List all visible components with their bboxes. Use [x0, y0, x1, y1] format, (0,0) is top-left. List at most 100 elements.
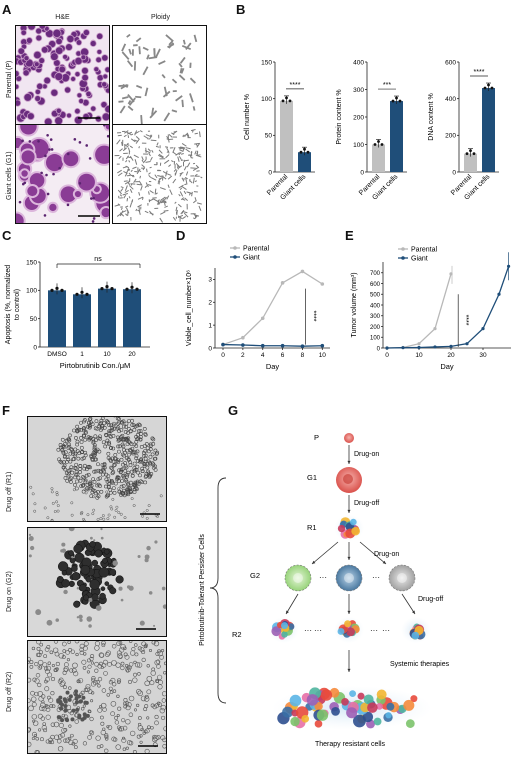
chromosome [186, 162, 191, 168]
bar [48, 290, 66, 347]
cell-nucleus [24, 93, 32, 101]
cell [101, 663, 107, 668]
x-axis-label: Day [266, 362, 280, 371]
cell [142, 426, 147, 431]
cell [63, 662, 69, 668]
cell [97, 707, 103, 713]
cell [47, 695, 51, 700]
cell [117, 678, 122, 683]
cell [100, 586, 106, 592]
cell [75, 652, 79, 657]
cell [120, 421, 124, 425]
cell [113, 515, 117, 519]
cell [87, 425, 92, 430]
chromosome [148, 174, 152, 178]
cell [114, 720, 120, 725]
cell [139, 740, 143, 744]
cell-nucleus [24, 55, 29, 61]
cell [85, 482, 90, 487]
cell-nucleus [105, 67, 109, 73]
cell [82, 704, 86, 708]
cell [121, 447, 126, 452]
small-cell [21, 139, 24, 143]
cell-nucleus [76, 51, 81, 56]
cell-nucleus [94, 67, 99, 72]
row-label-giant: Giant cells (G1) [6, 151, 13, 200]
cell [104, 581, 110, 586]
cell [128, 460, 133, 465]
chromosome [157, 177, 162, 183]
cell [50, 490, 54, 494]
chromosome [163, 112, 171, 122]
series-line-parental [222, 270, 323, 346]
chromosome [182, 161, 185, 167]
series-point-giant [401, 346, 405, 350]
chromosome [198, 205, 202, 211]
chromosome [120, 186, 124, 189]
chromosome [190, 151, 193, 157]
cell [111, 446, 116, 451]
arrow-head [382, 560, 386, 564]
cell [68, 459, 73, 464]
cell [28, 698, 31, 703]
cell [49, 704, 54, 708]
cell [118, 726, 125, 732]
cell [66, 446, 71, 450]
cell [153, 641, 160, 647]
cell [98, 567, 110, 578]
data-point [110, 287, 114, 291]
chromosome [172, 130, 178, 135]
data-point [391, 99, 395, 103]
cell [116, 641, 121, 646]
chromosome [180, 197, 185, 201]
data-point [75, 292, 79, 296]
cell [137, 672, 141, 676]
chromosome [127, 147, 131, 153]
cell [107, 513, 111, 517]
chromosome [169, 147, 174, 149]
cell [67, 442, 71, 447]
cell [127, 452, 131, 457]
cell [98, 469, 103, 473]
data-point [490, 86, 494, 90]
cluster-cell [337, 524, 346, 533]
cell [70, 470, 75, 475]
cell [65, 650, 70, 655]
nucleus [344, 573, 354, 583]
chromosome [135, 95, 142, 99]
cell [28, 536, 34, 542]
cell [109, 587, 117, 595]
cell [35, 673, 41, 678]
chromosome [116, 139, 121, 145]
data-point [125, 287, 129, 291]
cell [125, 448, 129, 453]
cell [58, 653, 64, 659]
y-axis-label: Viable_cell_number×10⁶ [186, 270, 193, 346]
chromosome [148, 56, 158, 60]
cell [153, 624, 156, 627]
cell [120, 419, 124, 424]
cell [139, 647, 145, 653]
cell [124, 701, 130, 706]
series-point-giant [221, 342, 225, 347]
chromosome [125, 155, 130, 160]
arrow-to-g2-right [359, 541, 387, 565]
data-point [398, 99, 402, 103]
chromosome [120, 207, 123, 211]
cell [91, 559, 99, 567]
chromosome [135, 130, 138, 134]
cell [48, 740, 52, 744]
chromosome [168, 40, 174, 46]
cell [31, 736, 35, 741]
cell [96, 477, 101, 481]
cell [141, 657, 146, 662]
resistant-cluster [272, 686, 432, 730]
cell [134, 439, 139, 444]
chromosome [199, 131, 201, 138]
cell [135, 464, 140, 469]
cell [42, 662, 48, 668]
cell [81, 433, 86, 438]
chromosome [200, 176, 203, 179]
cell [99, 489, 104, 494]
legend-marker-giant [401, 256, 405, 260]
